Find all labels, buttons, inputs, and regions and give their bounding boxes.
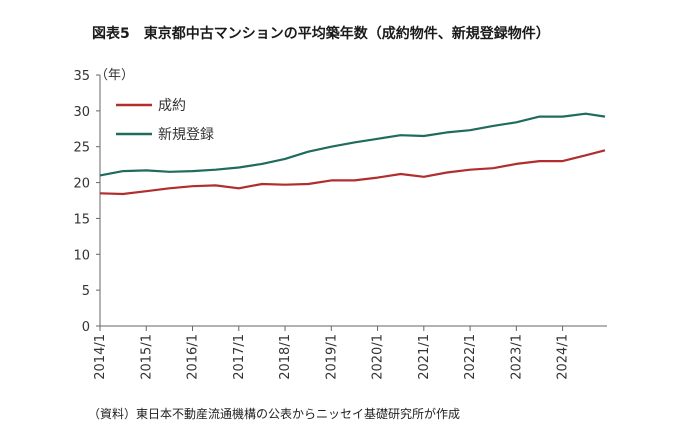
x-tick-label: 2024/1 bbox=[556, 334, 571, 380]
source-note: （資料）東日本不動産流通機構の公表からニッセイ基礎研究所が作成 bbox=[88, 406, 460, 421]
y-tick-label: 35 bbox=[73, 69, 90, 84]
x-tick-label: 2022/1 bbox=[463, 334, 478, 380]
legend-label: 成約 bbox=[158, 98, 186, 114]
y-tick-label: 15 bbox=[73, 212, 90, 227]
x-tick-label: 2016/1 bbox=[186, 334, 201, 380]
chart-title: 図表5 東京都中古マンションの平均築年数（成約物件、新規登録物件） bbox=[92, 25, 550, 42]
y-axis-unit-label: （年） bbox=[95, 68, 134, 83]
x-tick-label: 2023/1 bbox=[509, 334, 524, 380]
axes: 0 5 10 15 20 25 30 35 2014/1 2015/1 2016/1 2017/1 20… bbox=[73, 69, 607, 380]
series-lines bbox=[99, 112, 606, 196]
x-tick-label: 2017/1 bbox=[232, 334, 247, 380]
y-tick-label: 30 bbox=[73, 105, 90, 120]
y-tick-label: 25 bbox=[73, 141, 90, 156]
series-line-0 bbox=[99, 149, 606, 196]
x-tick-label: 2015/1 bbox=[139, 334, 154, 380]
series-line-1 bbox=[99, 112, 606, 177]
y-tick-label: 5 bbox=[82, 284, 90, 299]
y-tick-label: 10 bbox=[73, 248, 90, 263]
x-tick-label: 2021/1 bbox=[417, 334, 432, 380]
legend-label: 新規登録 bbox=[158, 127, 214, 143]
y-tick-label: 0 bbox=[82, 320, 90, 335]
x-tick-label: 2018/1 bbox=[278, 334, 293, 380]
x-tick-label: 2014/1 bbox=[93, 334, 108, 380]
x-tick-label: 2020/1 bbox=[371, 334, 386, 380]
x-tick-label: 2019/1 bbox=[324, 334, 339, 380]
y-tick-label: 20 bbox=[73, 177, 90, 192]
